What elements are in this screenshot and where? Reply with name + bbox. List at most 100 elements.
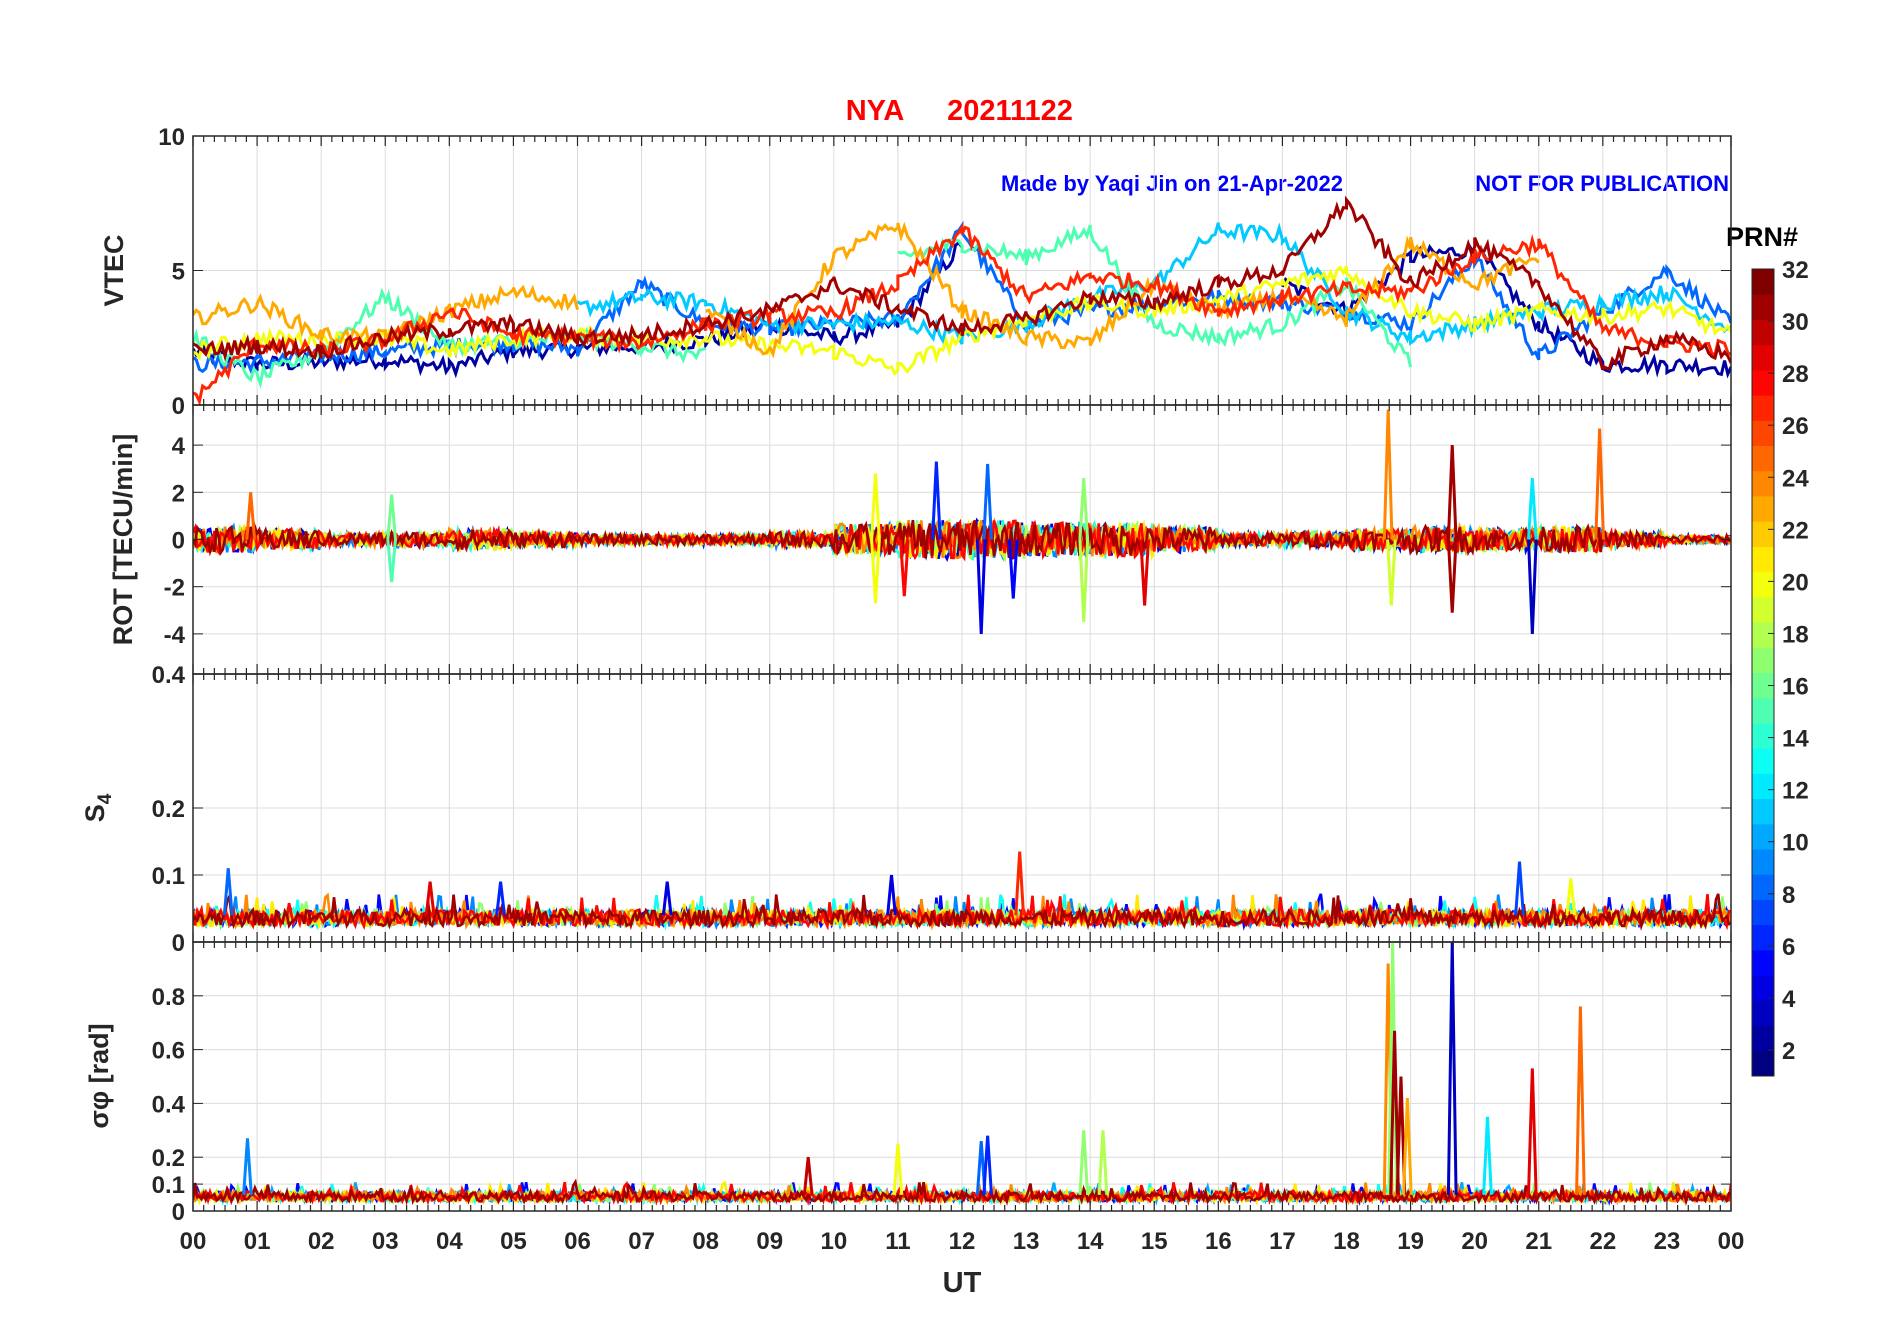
colorbar-swatch-prn-26 <box>1752 420 1774 447</box>
series-line-prn-27 <box>193 222 1731 405</box>
colorbar-tick-label: 6 <box>1782 934 1795 961</box>
spike-prn-8 <box>222 868 234 916</box>
colorbar-tick-label: 32 <box>1782 257 1809 284</box>
y-tick-label: 0.2 <box>152 1145 185 1172</box>
spike-prn-4 <box>975 539 987 634</box>
series-line-prn-28 <box>193 518 1731 562</box>
spike-prn-20 <box>1565 878 1577 916</box>
x-tick-label: 07 <box>628 1228 655 1255</box>
title-station: NYA <box>846 95 905 127</box>
x-tick-label: 19 <box>1397 1228 1424 1255</box>
spike-prn-20 <box>870 539 881 604</box>
spike-prn-7 <box>1514 861 1525 916</box>
spike-prn-19 <box>1386 539 1397 606</box>
series-line-prn-31 <box>193 1178 1731 1207</box>
y-tick-label: 0.8 <box>152 984 185 1011</box>
y-tick-label: 0 <box>172 393 185 420</box>
spike-prn-3 <box>1527 539 1538 634</box>
panel-data <box>193 851 1731 932</box>
annotation-author: Made by Yaqi Jin on 21-Apr-2022 <box>1001 171 1343 196</box>
title-date: 20211122 <box>947 95 1073 127</box>
series-line-prn-31 <box>193 195 1731 372</box>
x-tick-label: 15 <box>1141 1228 1168 1255</box>
x-tick-label: 02 <box>308 1228 335 1255</box>
colorbar-frame <box>1751 268 1775 1077</box>
x-tick-label: 01 <box>244 1228 271 1255</box>
colorbar-swatch-prn-28 <box>1752 369 1774 396</box>
spike-prn-4 <box>661 881 673 916</box>
y-tick-label: 0.1 <box>152 863 185 890</box>
spike-prn-20 <box>870 473 881 540</box>
spike-prn-25 <box>245 492 257 540</box>
colorbar-tick-label: 10 <box>1782 830 1809 857</box>
colorbar-swatch-prn-4 <box>1752 975 1774 1001</box>
x-tick-label: 06 <box>564 1228 591 1255</box>
spike-prn-31 <box>1446 445 1458 540</box>
colorbar-swatch-prn-9 <box>1752 849 1774 875</box>
colorbar-swatch-prn-11 <box>1752 798 1774 825</box>
colorbar-swatch-prn-12 <box>1752 773 1774 800</box>
spike-prn-31 <box>1446 539 1458 613</box>
panel-s4: 0 0.1 0.2 0.4 S4 <box>80 662 1732 957</box>
y-axis-label: VTEC <box>99 234 129 306</box>
colorbar-tick-label: 20 <box>1782 569 1809 596</box>
spike-prn-8 <box>982 463 993 540</box>
spike-prn-5 <box>1007 539 1019 599</box>
spike-prn-16 <box>386 494 397 540</box>
colorbar-tick-label: 30 <box>1782 309 1809 336</box>
spike-prn-3 <box>1446 942 1458 1195</box>
y-axis-label: S4 <box>80 793 116 822</box>
colorbar-swatch-prn-6 <box>1752 924 1774 951</box>
y-tick-label: -2 <box>164 575 185 602</box>
colorbar-swatch-prn-24 <box>1752 470 1774 497</box>
x-tick-label: 08 <box>692 1228 719 1255</box>
spike-prn-28 <box>898 539 910 597</box>
x-tick-label: 00 <box>180 1228 207 1255</box>
y-tick-label: 4 <box>172 433 186 460</box>
colorbar-swatch-prn-32 <box>1752 269 1774 295</box>
colorbar-tick-label: 16 <box>1782 674 1809 701</box>
spike-prn-6 <box>931 461 942 540</box>
y-axis-label-subscript: 4 <box>95 793 116 804</box>
y-axis-label: ROT [TECU/min] <box>108 434 138 645</box>
spike-prn-15 <box>386 539 397 583</box>
colorbar-tick-label: 22 <box>1782 517 1809 544</box>
x-tick-label: 20 <box>1461 1228 1488 1255</box>
colorbar-swatch-prn-25 <box>1752 445 1774 472</box>
panel-data <box>193 409 1731 634</box>
x-tick-label: 10 <box>820 1228 847 1255</box>
x-tick-label: 13 <box>1013 1228 1040 1255</box>
x-tick-label: 14 <box>1077 1228 1104 1255</box>
spike-prn-27 <box>1014 851 1026 916</box>
spike-prn-31 <box>1395 1076 1407 1195</box>
colorbar-label: PRN# <box>1726 222 1798 252</box>
x-tick-label: 17 <box>1269 1228 1296 1255</box>
y-tick-label: 2 <box>172 480 185 507</box>
spike-prn-12 <box>1482 1116 1493 1195</box>
colorbar-tick-label: 4 <box>1782 986 1796 1013</box>
spike-prn-23 <box>1402 1097 1413 1195</box>
colorbar-swatch-prn-22 <box>1752 521 1774 547</box>
spike-prn-18 <box>1097 1130 1109 1195</box>
colorbar-swatch-prn-27 <box>1752 395 1774 421</box>
x-tick-label: 18 <box>1333 1228 1360 1255</box>
spike-prn-6 <box>982 1135 993 1195</box>
colorbar-swatch-prn-21 <box>1752 546 1774 573</box>
colorbar-swatch-prn-29 <box>1752 344 1774 371</box>
y-tick-label: -4 <box>164 622 186 649</box>
series-line-prn-23 <box>193 221 1540 359</box>
colorbar-swatch-prn-5 <box>1752 949 1774 976</box>
x-tick-label: 22 <box>1589 1228 1616 1255</box>
colorbar-swatch-prn-2 <box>1752 1025 1774 1052</box>
x-tick-label: 16 <box>1205 1228 1232 1255</box>
panel-vtec: 0 5 10 VTEC <box>99 124 1732 420</box>
spike-prn-18 <box>1078 539 1090 623</box>
spike-prn-31 <box>1389 1030 1400 1195</box>
colorbar-swatch-prn-3 <box>1752 1000 1774 1027</box>
spike-prn-17 <box>1078 478 1090 540</box>
y-tick-label: 0.1 <box>152 1172 185 1199</box>
panel-rot: -4 -2 0 2 4 ROT [TECU/min] <box>108 404 1732 675</box>
x-tick-label: 04 <box>436 1228 463 1255</box>
colorbar-swatch-prn-20 <box>1752 571 1774 598</box>
